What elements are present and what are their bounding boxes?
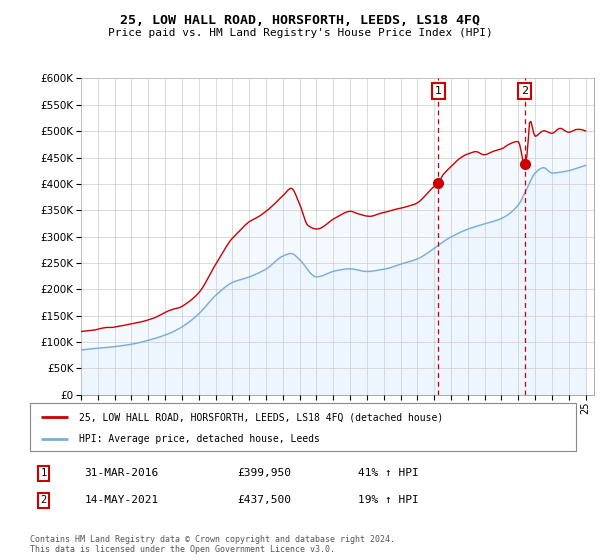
Text: 19% ↑ HPI: 19% ↑ HPI bbox=[358, 496, 418, 506]
Text: £437,500: £437,500 bbox=[238, 496, 292, 506]
Text: 2: 2 bbox=[41, 496, 47, 506]
Text: 14-MAY-2021: 14-MAY-2021 bbox=[85, 496, 159, 506]
Text: HPI: Average price, detached house, Leeds: HPI: Average price, detached house, Leed… bbox=[79, 434, 320, 444]
Text: 41% ↑ HPI: 41% ↑ HPI bbox=[358, 468, 418, 478]
FancyBboxPatch shape bbox=[30, 403, 576, 451]
Text: 1: 1 bbox=[41, 468, 47, 478]
Text: 31-MAR-2016: 31-MAR-2016 bbox=[85, 468, 159, 478]
Text: 1: 1 bbox=[435, 86, 442, 96]
Text: Contains HM Land Registry data © Crown copyright and database right 2024.
This d: Contains HM Land Registry data © Crown c… bbox=[30, 535, 395, 554]
Text: Price paid vs. HM Land Registry's House Price Index (HPI): Price paid vs. HM Land Registry's House … bbox=[107, 28, 493, 38]
Text: 25, LOW HALL ROAD, HORSFORTH, LEEDS, LS18 4FQ (detached house): 25, LOW HALL ROAD, HORSFORTH, LEEDS, LS1… bbox=[79, 413, 443, 422]
Text: 2: 2 bbox=[521, 86, 528, 96]
Text: 25, LOW HALL ROAD, HORSFORTH, LEEDS, LS18 4FQ: 25, LOW HALL ROAD, HORSFORTH, LEEDS, LS1… bbox=[120, 14, 480, 27]
Text: £399,950: £399,950 bbox=[238, 468, 292, 478]
